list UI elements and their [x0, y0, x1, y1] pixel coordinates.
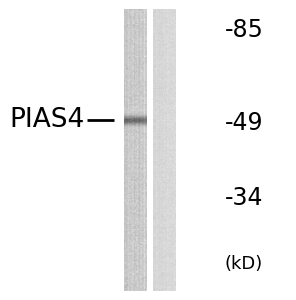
Text: -85: -85 — [225, 18, 264, 42]
Text: PIAS4: PIAS4 — [9, 107, 84, 133]
Text: (kD): (kD) — [225, 255, 263, 273]
Text: -49: -49 — [225, 111, 263, 135]
Text: -34: -34 — [225, 186, 263, 210]
